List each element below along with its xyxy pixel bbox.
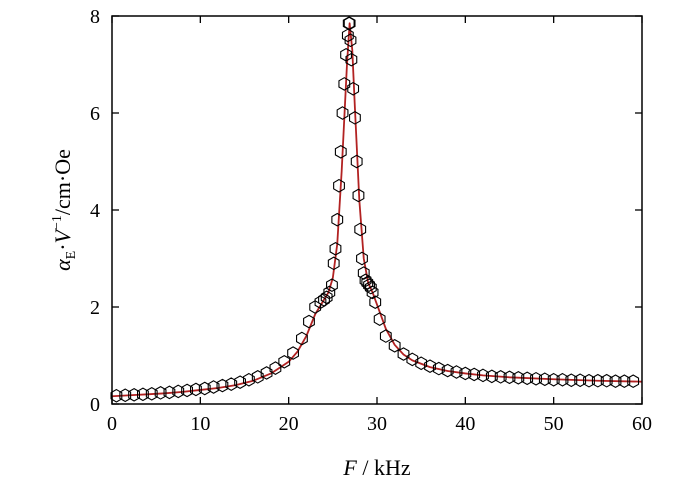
data-point xyxy=(565,373,578,388)
data-point xyxy=(190,382,202,397)
data-point xyxy=(225,377,238,391)
data-point xyxy=(366,285,379,300)
data-point xyxy=(154,386,167,400)
y-tick-label: 8 xyxy=(90,6,100,28)
data-point xyxy=(145,386,158,401)
data-point xyxy=(234,375,246,390)
y-tick-label: 0 xyxy=(90,394,100,416)
data-point xyxy=(388,338,401,353)
data-point xyxy=(278,354,291,369)
data-point xyxy=(128,387,140,402)
data-point xyxy=(251,370,264,384)
data-point xyxy=(583,373,595,388)
x-tick-label: 10 xyxy=(190,413,210,435)
data-point xyxy=(591,373,604,388)
data-point xyxy=(326,278,338,293)
data-point xyxy=(343,16,356,31)
data-point xyxy=(207,380,220,394)
data-point xyxy=(627,374,640,389)
data-point xyxy=(163,385,176,400)
data-point xyxy=(333,178,345,193)
data-point xyxy=(341,28,354,43)
data-point xyxy=(618,374,631,389)
x-axis-label: F / kHz xyxy=(342,455,410,480)
y-axis-label-alpha: α xyxy=(50,259,75,271)
data-point xyxy=(172,384,185,399)
data-point xyxy=(295,331,308,346)
x-tick-label: 20 xyxy=(279,413,299,435)
data-point xyxy=(181,383,193,398)
tick-labels: 0 10 20 30 40 50 60 0 2 4 6 8 xyxy=(90,6,652,435)
data-point xyxy=(198,381,211,396)
data-point xyxy=(397,347,410,361)
data-point xyxy=(269,361,282,375)
y-axis-label-v: V xyxy=(50,227,75,243)
data-point xyxy=(379,329,392,343)
data-point xyxy=(352,188,365,203)
x-tick-label: 60 xyxy=(632,413,652,435)
data-point xyxy=(547,372,560,387)
data-point xyxy=(424,359,436,374)
y-tick-label: 4 xyxy=(90,200,100,222)
data-point xyxy=(336,106,349,120)
data-point xyxy=(369,295,382,309)
data-point xyxy=(331,212,344,227)
data-point xyxy=(334,144,347,159)
x-tick-label: 50 xyxy=(544,413,564,435)
data-point xyxy=(406,352,419,367)
x-axis-label-unit: / kHz xyxy=(357,455,411,480)
data-point xyxy=(287,346,300,360)
data-point xyxy=(320,290,333,305)
data-point xyxy=(243,372,255,387)
y-tick-label: 2 xyxy=(90,297,100,319)
data-point xyxy=(348,111,361,125)
data-point xyxy=(110,388,123,403)
data-point xyxy=(350,154,363,169)
data-point xyxy=(329,241,342,256)
x-tick-label: 40 xyxy=(455,413,475,435)
data-point xyxy=(344,33,357,48)
axis-ticks xyxy=(111,15,643,405)
data-point xyxy=(357,266,370,280)
y-axis-label-units: /cm·Oe xyxy=(50,149,75,215)
plot-area xyxy=(110,16,643,403)
data-point xyxy=(216,378,229,393)
data-point xyxy=(373,312,386,326)
y-axis-label-superscript: −1 xyxy=(50,215,65,230)
data-point xyxy=(338,77,351,91)
data-point xyxy=(347,81,360,96)
data-point xyxy=(609,374,622,389)
data-point xyxy=(303,314,315,329)
y-tick-label: 6 xyxy=(90,103,100,125)
data-point xyxy=(345,52,358,67)
data-point xyxy=(432,361,445,376)
data-point xyxy=(356,251,368,266)
data-point xyxy=(327,256,340,271)
y-axis-label-subscript: E xyxy=(64,251,79,260)
data-point xyxy=(314,295,327,309)
x-tick-label: 0 xyxy=(107,413,117,435)
data-point xyxy=(415,356,428,371)
data-point xyxy=(354,222,367,237)
x-axis-label-variable: F xyxy=(342,455,357,480)
data-point xyxy=(318,292,330,307)
y-axis-label-dot: · xyxy=(50,243,75,250)
data-point xyxy=(260,366,273,380)
data-point xyxy=(137,387,149,402)
data-point xyxy=(363,278,375,293)
y-axis-label: αE·V−1/cm·Oe xyxy=(50,149,79,271)
data-point xyxy=(119,388,132,403)
plot-frame xyxy=(111,15,643,405)
x-tick-label: 30 xyxy=(367,413,387,435)
data-point xyxy=(364,280,377,295)
fit-curve-line xyxy=(111,22,643,398)
